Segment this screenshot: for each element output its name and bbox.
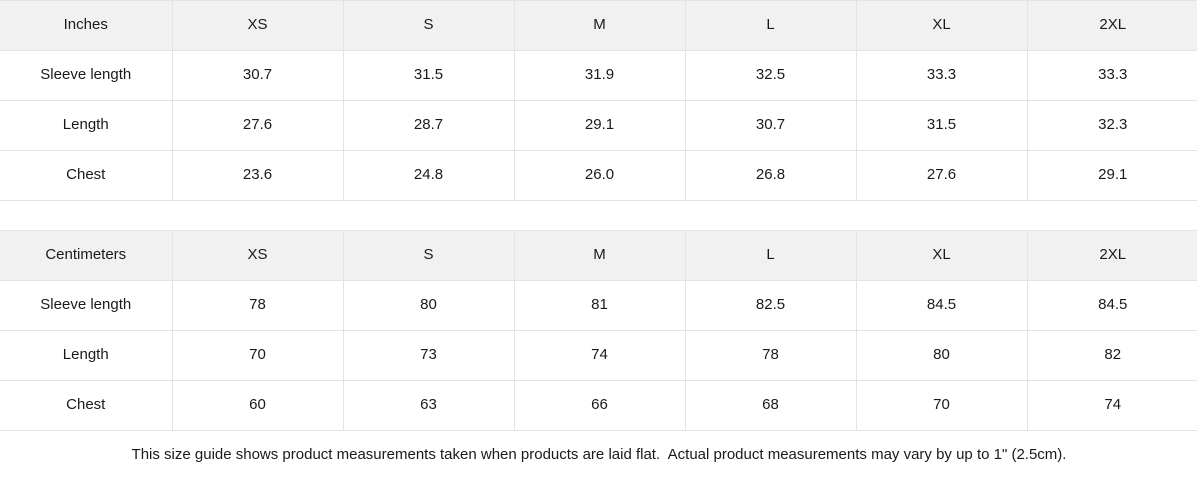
measurement-label-sleeve-length: Sleeve length: [0, 280, 173, 331]
inches-header-row: Inches XS S M L XL 2XL: [0, 0, 1197, 51]
measurement-cell: 26.0: [514, 150, 686, 201]
measurement-label-chest: Chest: [0, 380, 173, 431]
centimeters-size-header-s: S: [343, 230, 515, 281]
table-row: Chest 23.6 24.8 26.0 26.8 27.6 29.1: [0, 150, 1197, 201]
table-spacer-row: [0, 200, 1197, 231]
measurement-label-length: Length: [0, 100, 173, 151]
table-row: Length 27.6 28.7 29.1 30.7 31.5 32.3: [0, 100, 1197, 151]
inches-size-header-xs: XS: [172, 0, 344, 51]
measurement-cell: 28.7: [343, 100, 515, 151]
table-row: Length 70 73 74 78 80 82: [0, 330, 1197, 381]
measurement-cell: 82.5: [685, 280, 857, 331]
inches-size-header-l: L: [685, 0, 857, 51]
measurement-cell: 70: [172, 330, 344, 381]
measurement-label-chest: Chest: [0, 150, 173, 201]
measurement-label-length: Length: [0, 330, 173, 381]
table-row: Sleeve length 30.7 31.5 31.9 32.5 33.3 3…: [0, 50, 1197, 101]
centimeters-unit-label: Centimeters: [0, 230, 173, 281]
measurement-cell: 23.6: [172, 150, 344, 201]
measurement-cell: 29.1: [1027, 150, 1197, 201]
inches-unit-label: Inches: [0, 0, 173, 51]
size-guide-footnote: This size guide shows product measuremen…: [0, 430, 1197, 481]
table-spacer-cell: [0, 200, 1197, 231]
measurement-cell: 27.6: [172, 100, 344, 151]
centimeters-size-header-xs: XS: [172, 230, 344, 281]
measurement-cell: 78: [172, 280, 344, 331]
measurement-cell: 30.7: [685, 100, 857, 151]
centimeters-header-row: Centimeters XS S M L XL 2XL: [0, 230, 1197, 281]
measurement-cell: 70: [856, 380, 1028, 431]
inches-size-header-m: M: [514, 0, 686, 51]
measurement-cell: 68: [685, 380, 857, 431]
measurement-cell: 27.6: [856, 150, 1028, 201]
size-guide-footnote-row: This size guide shows product measuremen…: [0, 430, 1197, 481]
centimeters-size-header-m: M: [514, 230, 686, 281]
measurement-cell: 80: [856, 330, 1028, 381]
measurement-cell: 66: [514, 380, 686, 431]
measurement-cell: 31.5: [856, 100, 1028, 151]
inches-size-header-2xl: 2XL: [1027, 0, 1197, 51]
measurement-cell: 84.5: [856, 280, 1028, 331]
centimeters-size-header-l: L: [685, 230, 857, 281]
measurement-cell: 60: [172, 380, 344, 431]
measurement-cell: 80: [343, 280, 515, 331]
measurement-cell: 30.7: [172, 50, 344, 101]
measurement-cell: 33.3: [856, 50, 1028, 101]
inches-size-header-s: S: [343, 0, 515, 51]
measurement-cell: 29.1: [514, 100, 686, 151]
measurement-cell: 31.5: [343, 50, 515, 101]
measurement-cell: 74: [1027, 380, 1197, 431]
measurement-cell: 82: [1027, 330, 1197, 381]
measurement-cell: 81: [514, 280, 686, 331]
centimeters-size-header-xl: XL: [856, 230, 1028, 281]
measurement-cell: 33.3: [1027, 50, 1197, 101]
measurement-cell: 74: [514, 330, 686, 381]
measurement-cell: 78: [685, 330, 857, 381]
measurement-cell: 63: [343, 380, 515, 431]
measurement-cell: 26.8: [685, 150, 857, 201]
measurement-cell: 31.9: [514, 50, 686, 101]
measurement-cell: 73: [343, 330, 515, 381]
centimeters-size-header-2xl: 2XL: [1027, 230, 1197, 281]
measurement-label-sleeve-length: Sleeve length: [0, 50, 173, 101]
inches-size-header-xl: XL: [856, 0, 1028, 51]
table-row: Sleeve length 78 80 81 82.5 84.5 84.5: [0, 280, 1197, 331]
measurement-cell: 24.8: [343, 150, 515, 201]
table-row: Chest 60 63 66 68 70 74: [0, 380, 1197, 431]
measurement-cell: 84.5: [1027, 280, 1197, 331]
measurement-cell: 32.5: [685, 50, 857, 101]
measurement-cell: 32.3: [1027, 100, 1197, 151]
